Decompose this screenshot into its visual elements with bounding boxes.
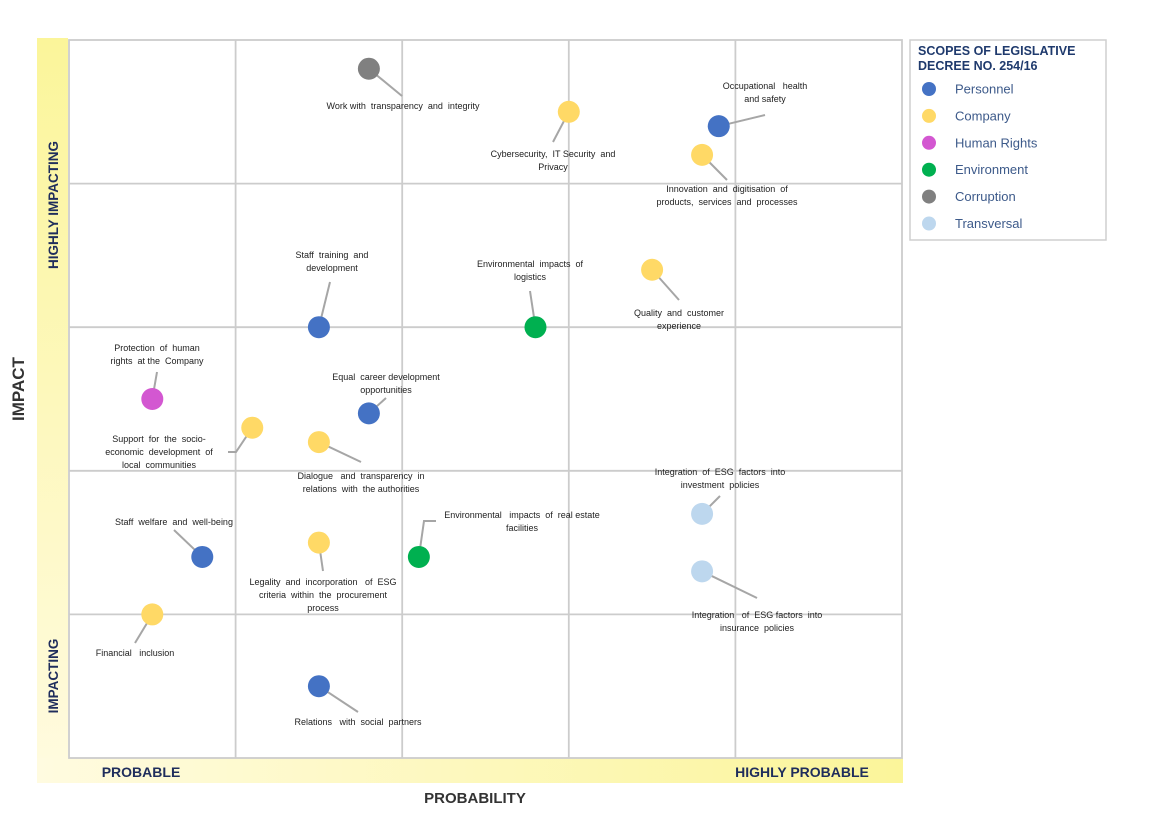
legend-label-personnel: Personnel xyxy=(955,82,1014,97)
data-points xyxy=(141,57,730,698)
legend-marker-personnel xyxy=(922,82,936,96)
data-point-label: Cybersecurity, IT Security and Privacy xyxy=(491,149,616,172)
data-point-transversal xyxy=(691,560,714,583)
point-labels: Work with transparency and integrity Cybe… xyxy=(96,81,823,727)
legend-title-line-2: DECREE NO. 254/16 xyxy=(918,59,1038,73)
data-point-label: Dialogue and transparency in relations wi… xyxy=(297,471,424,494)
data-point-label: Integration of ESG factors into investmen… xyxy=(655,467,786,490)
y-band-label-high: HIGHLY IMPACTING xyxy=(46,141,61,269)
data-point-transversal xyxy=(691,502,714,525)
y-band-label-low: IMPACTING xyxy=(46,639,61,714)
data-point-personnel xyxy=(307,316,330,339)
data-point-company xyxy=(557,100,580,123)
legend-marker-corruption xyxy=(922,189,936,204)
plot-frame xyxy=(68,39,903,759)
data-point-personnel xyxy=(357,402,380,425)
legend-marker-transversal xyxy=(922,216,936,231)
data-point-label: Financial inclusion xyxy=(96,648,175,658)
legend-label-corruption: Corruption xyxy=(955,189,1016,204)
plot-grid xyxy=(68,39,903,759)
data-point-label: Environmental impacts of logistics xyxy=(477,259,584,282)
data-point-label: Staff training and development xyxy=(296,250,369,273)
data-point-company xyxy=(141,603,164,626)
data-point-label: Work with transparency and integrity xyxy=(327,101,480,111)
legend-title-line-1: SCOPES OF LEGISLATIVE xyxy=(918,44,1075,58)
data-point-label: Innovation and digitisation of products, … xyxy=(656,184,798,207)
legend-label-transversal: Transversal xyxy=(955,216,1023,231)
y-band xyxy=(37,38,68,783)
x-band xyxy=(37,758,903,783)
data-point-company xyxy=(641,258,664,281)
data-point-label: Relations with social partners xyxy=(294,717,422,727)
data-point-label: Environmental impacts of real estate faci… xyxy=(444,510,600,533)
data-point-label: Quality and customer experience xyxy=(634,308,724,331)
data-point-label: Staff welfare and well-being xyxy=(115,517,233,527)
legend-marker-company xyxy=(922,108,936,123)
data-point-label: Occupational health and safety xyxy=(723,81,808,104)
legend-label-human_rights: Human Rights xyxy=(955,135,1038,150)
data-point-label: Integration of ESG factors into insurance… xyxy=(692,610,823,633)
data-point-company xyxy=(307,431,330,454)
data-point-corruption xyxy=(357,57,380,80)
data-point-personnel xyxy=(307,675,330,698)
data-point-environment xyxy=(407,545,430,568)
data-point-human_rights xyxy=(141,388,164,410)
data-point-label: Equal career development opportunities xyxy=(332,372,440,395)
x-axis-title: PROBABILITY xyxy=(424,790,526,807)
legend-marker-environment xyxy=(922,162,936,177)
data-point-personnel xyxy=(707,115,730,138)
y-axis-title: IMPACT xyxy=(9,356,28,421)
leader-line xyxy=(417,520,436,558)
data-point-environment xyxy=(524,316,547,339)
legend-label-environment: Environment xyxy=(955,162,1028,177)
legend: SCOPES OF LEGISLATIVE DECREE NO. 254/16 … xyxy=(909,39,1107,241)
data-point-company xyxy=(241,416,264,439)
data-point-company xyxy=(691,143,714,166)
x-band-label-low: PROBABLE xyxy=(102,764,181,780)
data-point-label: Support for the socio-economic developme… xyxy=(105,434,213,470)
data-point-personnel xyxy=(191,545,214,568)
legend-frame xyxy=(909,39,1107,241)
x-band-label-high: HIGHLY PROBABLE xyxy=(735,764,869,780)
legend-marker-human_rights xyxy=(922,135,936,150)
data-point-company xyxy=(307,531,330,554)
legend-label-company: Company xyxy=(955,108,1011,123)
data-point-label: Legality and incorporation of ESG criteri… xyxy=(249,577,396,613)
data-point-label: Protection of human rights at the Company xyxy=(110,343,204,366)
